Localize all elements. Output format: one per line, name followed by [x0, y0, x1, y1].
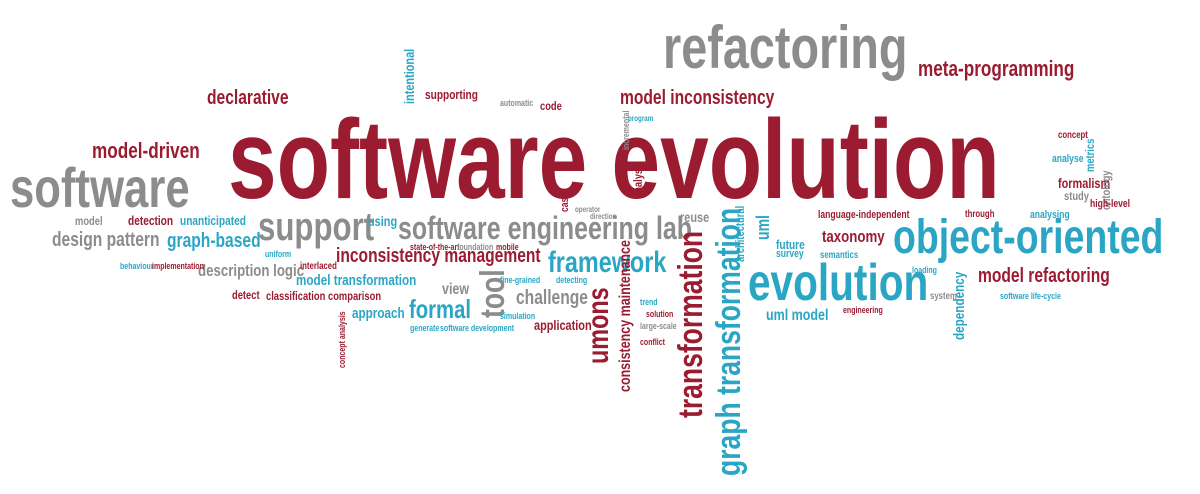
word-software-life-cycle: software life-cycle [1000, 291, 1061, 301]
word-supporting: supporting [425, 87, 478, 102]
word-state-of-the-art: state-of-the-art [410, 242, 460, 252]
word-program: program [628, 114, 654, 123]
word-operator: operator [575, 205, 601, 214]
word-solution: solution [646, 309, 674, 319]
word-object-oriented: object-oriented [893, 211, 1164, 264]
word-refactoring: refactoring [663, 14, 908, 81]
word-system: system [930, 291, 957, 302]
word-analysing: analysing [1030, 209, 1070, 221]
word-support: support [258, 205, 375, 249]
word-language-independent: language-independent [818, 209, 910, 221]
word-intentional: intentional [401, 48, 417, 104]
word-implementation: implementation [152, 261, 204, 271]
word-automatic: automatic [500, 98, 534, 108]
word-model-transformation: model transformation [296, 272, 417, 289]
word-graph-based: graph-based [167, 230, 261, 252]
word-model-refactoring: model refactoring [978, 265, 1110, 287]
word-meta-programming: meta-programming [918, 56, 1075, 81]
word-software-development: software development [440, 323, 515, 333]
word-declarative: declarative [207, 87, 289, 109]
word-survey: survey [776, 248, 804, 260]
word-transformation: transformation [672, 230, 710, 418]
word-mobile: mobile [496, 242, 519, 252]
word-comparison: comparison [328, 289, 382, 303]
word-metrics: metrics [1083, 138, 1097, 172]
word-uml-model: uml model [766, 307, 829, 324]
word-application: application [534, 317, 592, 333]
word-behaviour: behaviour [120, 261, 154, 271]
word-through: through [965, 209, 995, 220]
word-case: case [559, 192, 571, 212]
word-reuse: reuse [680, 209, 710, 225]
word-large-scale: large-scale [640, 321, 677, 331]
word-uniform: uniform [265, 249, 292, 259]
word-using: using [368, 213, 398, 229]
word-direction: direction [590, 212, 617, 221]
word-model-driven: model-driven [92, 138, 200, 163]
word-concept-analysis: concept analysis [337, 311, 347, 368]
word-high-level: high-level [1090, 198, 1131, 210]
word-view: view [442, 281, 470, 298]
word-evolution: evolution [748, 254, 929, 312]
word-software-evolution: software evolution [228, 97, 1000, 222]
word-challenge: challenge [516, 287, 588, 309]
word-semantics: semantics [820, 250, 859, 261]
word-analyse: analyse [1052, 153, 1084, 165]
word-uml: uml [753, 215, 773, 240]
word-engineering: engineering [843, 305, 883, 315]
word-unanticipated: unanticipated [180, 213, 246, 228]
word-umons: umons [582, 287, 615, 364]
word-code: code [540, 99, 562, 113]
word-formalism: formalism [1058, 175, 1111, 191]
word-interlaced: interlaced [300, 261, 337, 272]
word-loading: loading [912, 265, 937, 275]
word-design-pattern: design pattern [52, 229, 160, 251]
word-future: future [776, 237, 805, 252]
word-model-inconsistency: model inconsistency [620, 87, 775, 109]
word-formal: formal [409, 294, 471, 324]
word-fine-grained: fine-grained [500, 275, 541, 285]
word-conflict: conflict [640, 337, 665, 347]
word-trend: trend [640, 297, 658, 307]
word-framework: framework [548, 246, 667, 279]
word-software-engineering-lab: software engineering lab [398, 210, 693, 246]
word-inconsistency-management: inconsistency management [336, 245, 541, 267]
word-analysis: analysis [631, 161, 645, 198]
word-description-logic: description logic [198, 261, 305, 280]
word-dependency: dependency [951, 271, 968, 340]
word-detection: detection [128, 213, 174, 228]
word-foundation: foundation [457, 242, 494, 252]
word-approach: approach [352, 305, 405, 322]
word-detect: detect [232, 288, 260, 302]
word-model: model [75, 214, 103, 228]
word-simulation: simulation [500, 311, 536, 321]
word-software: software [10, 156, 190, 219]
word-classification: classification [266, 289, 326, 303]
word-consistency-maintenance: consistency maintenance [617, 240, 634, 392]
word-incremental: incremental [621, 110, 631, 150]
word-study: study [1064, 189, 1089, 203]
word-architectural: architectural [733, 205, 747, 262]
word-detecting: detecting [556, 275, 588, 285]
word-concept: concept [1058, 130, 1088, 141]
word-generate: generate [410, 323, 440, 333]
word-taxonomy: taxonomy [822, 227, 885, 246]
